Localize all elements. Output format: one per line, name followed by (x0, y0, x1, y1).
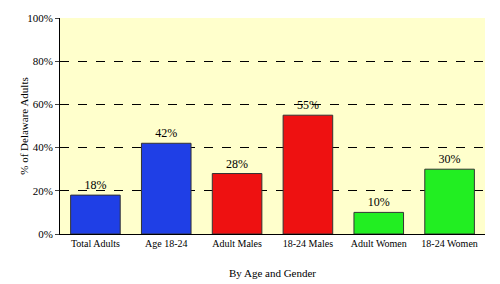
svg-text:55%: 55% (297, 98, 319, 112)
svg-text:100%: 100% (27, 12, 53, 24)
svg-text:20%: 20% (33, 185, 53, 197)
svg-text:18%: 18% (84, 178, 106, 192)
svg-text:40%: 40% (33, 141, 53, 153)
svg-text:60%: 60% (33, 98, 53, 110)
svg-text:By Age and Gender: By Age and Gender (229, 267, 316, 279)
svg-text:18-24 Women: 18-24 Women (421, 238, 478, 249)
svg-text:42%: 42% (155, 126, 177, 140)
svg-text:Total Adults: Total Adults (71, 238, 120, 249)
svg-text:0%: 0% (38, 228, 53, 240)
svg-text:% of Delaware Adults: % of Delaware Adults (18, 77, 30, 174)
svg-text:Age 18-24: Age 18-24 (145, 238, 188, 249)
svg-text:Adult Males: Adult Males (212, 238, 262, 249)
svg-text:Adult Women: Adult Women (351, 238, 407, 249)
svg-text:30%: 30% (439, 152, 461, 166)
svg-text:28%: 28% (226, 157, 248, 171)
svg-text:80%: 80% (33, 55, 53, 67)
svg-text:18-24 Males: 18-24 Males (283, 238, 333, 249)
svg-text:10%: 10% (368, 195, 390, 209)
